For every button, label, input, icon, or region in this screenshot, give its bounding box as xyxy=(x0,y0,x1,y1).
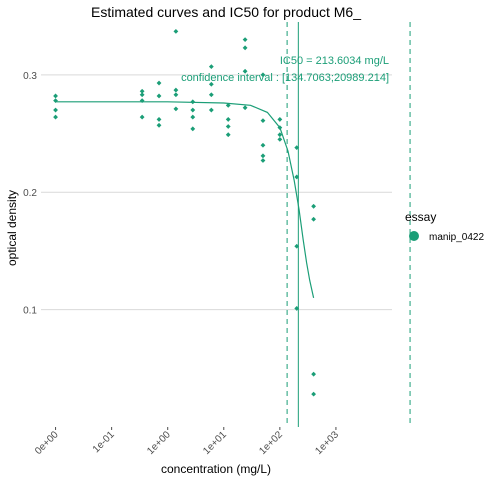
data-point xyxy=(173,88,178,93)
data-point xyxy=(190,126,195,131)
data-point xyxy=(209,64,214,69)
x-tick-label: 1e+03 xyxy=(313,429,341,457)
data-point xyxy=(243,105,248,110)
data-point xyxy=(173,29,178,34)
data-point xyxy=(157,117,162,122)
data-point xyxy=(173,106,178,111)
y-tick-label: 0.1 xyxy=(23,306,37,317)
data-point xyxy=(53,108,58,113)
x-axis-label: concentration (mg/L) xyxy=(161,462,271,476)
fitted-curve xyxy=(56,102,314,298)
data-point xyxy=(311,392,316,397)
data-point xyxy=(261,158,266,163)
legend-key xyxy=(409,231,419,241)
data-point xyxy=(261,118,266,123)
data-point xyxy=(209,108,214,113)
legend-entry: manip_0422 xyxy=(429,232,484,243)
data-point xyxy=(277,137,282,142)
x-tick-label: 1e+00 xyxy=(145,429,173,457)
data-point xyxy=(261,153,266,158)
x-tick-label: 1e+01 xyxy=(201,429,229,457)
fitted-curve-layer xyxy=(56,102,314,298)
data-point xyxy=(173,92,178,97)
data-point xyxy=(226,132,231,137)
data-point xyxy=(226,117,231,122)
data-point xyxy=(243,37,248,42)
chart-title: Estimated curves and IC50 for product M6… xyxy=(91,4,361,20)
data-point xyxy=(53,115,58,120)
x-tick-label: 1e+02 xyxy=(257,429,285,457)
data-point xyxy=(190,99,195,104)
x-tick-label: 1e-01 xyxy=(91,429,117,455)
data-point xyxy=(157,81,162,86)
x-tick-label: 0e+00 xyxy=(33,429,61,457)
data-points xyxy=(53,29,316,397)
data-point xyxy=(209,92,214,97)
data-point xyxy=(53,94,58,99)
data-point xyxy=(311,372,316,377)
legend-title: essay xyxy=(405,210,436,224)
data-point xyxy=(157,94,162,99)
data-point xyxy=(157,123,162,128)
data-point xyxy=(226,124,231,129)
y-tick-label: 0.2 xyxy=(23,188,37,199)
data-point xyxy=(311,217,316,222)
data-point xyxy=(190,108,195,113)
data-point xyxy=(277,117,282,122)
data-point xyxy=(311,204,316,209)
data-point xyxy=(140,115,145,120)
grid xyxy=(41,75,392,310)
y-tick-label: 0.3 xyxy=(23,71,37,82)
data-point xyxy=(190,115,195,120)
data-point xyxy=(140,92,145,97)
data-point xyxy=(243,45,248,50)
axes: 0.1 0.2 0.3 0e+00 1e-01 1e+00 1e+01 1e+02 1e+03 xyxy=(23,71,341,457)
legend: essay manip_0422 xyxy=(405,210,484,243)
y-axis-label: optical density xyxy=(5,190,19,266)
ic50-label: IC50 = 213.6034 mg/L xyxy=(280,55,389,67)
ci-label: confidence interval : [134.7063;20989.21… xyxy=(181,72,389,84)
data-point xyxy=(261,143,266,148)
